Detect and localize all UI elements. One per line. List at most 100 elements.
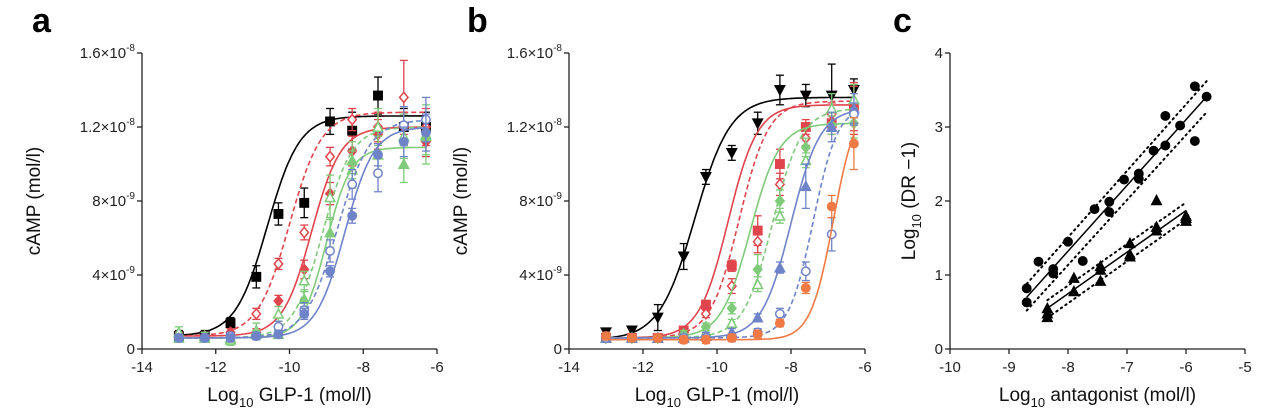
- data-point: [251, 271, 262, 282]
- data-point: [848, 138, 859, 149]
- y-tick-exp: -8: [553, 43, 562, 54]
- data-point: [1063, 236, 1073, 247]
- y-tick-exp: -9: [126, 191, 135, 202]
- x-axis-label-main: Log: [999, 385, 1031, 406]
- data-point: [1041, 310, 1054, 323]
- data-point: [1119, 174, 1130, 185]
- y-tick-times: ×10: [528, 193, 553, 210]
- data-point: [1180, 214, 1192, 226]
- data-point: [1104, 207, 1115, 218]
- x-axis-label-main: Log: [207, 385, 239, 406]
- y-tick-label: 2: [935, 193, 943, 210]
- data-point: [273, 294, 284, 308]
- series-antagonist-7: [601, 117, 859, 345]
- x-tick-label: -8: [784, 359, 797, 376]
- y-tick-label: 4×10-9: [92, 265, 135, 284]
- x-axis-label-rest: antagonist (mol/l): [1045, 385, 1196, 406]
- data-point: [725, 147, 738, 160]
- y-tick-mantissa: 4: [519, 267, 527, 284]
- fit-curve: [178, 115, 426, 336]
- data-point: [299, 226, 310, 239]
- data-point: [298, 274, 311, 286]
- data-point: [799, 90, 812, 102]
- y-tick-label: 0: [935, 341, 943, 358]
- fit-curve: [606, 112, 855, 339]
- data-point: [1175, 120, 1186, 131]
- data-point: [1067, 284, 1080, 297]
- data-point: [800, 266, 811, 277]
- y-tick-exp: -9: [553, 265, 562, 276]
- confidence-band-lower: [1025, 111, 1208, 312]
- x-axis-label-main: Log: [635, 385, 667, 406]
- data-point: [700, 307, 712, 321]
- data-point: [826, 201, 837, 212]
- data-point: [347, 210, 358, 221]
- data-point: [1189, 136, 1200, 147]
- y-tick-label: 1.6×10-8: [80, 43, 136, 62]
- x-axis-label-rest: GLP-1 (mol/l): [253, 385, 371, 406]
- x-tick-label: -6: [430, 359, 443, 376]
- y-tick-label: 4×10-9: [519, 265, 562, 284]
- y-tick-label: 1.2×10-8: [80, 117, 136, 136]
- x-tick-label: -7: [1120, 359, 1133, 376]
- data-point: [273, 257, 284, 271]
- data-point: [1094, 274, 1107, 286]
- x-tick-label: -8: [357, 359, 370, 376]
- y-axis-label: Log10 (DR −1): [899, 142, 924, 261]
- data-point: [1150, 224, 1163, 236]
- data-point: [773, 209, 786, 221]
- data-point: [1160, 140, 1171, 151]
- data-point: [225, 318, 236, 329]
- data-point: [800, 283, 811, 293]
- data-point: [726, 260, 737, 271]
- fit-curve: [178, 127, 426, 339]
- data-point: [625, 325, 638, 337]
- x-tick-label: -8: [1061, 359, 1074, 376]
- data-point: [1124, 236, 1136, 249]
- data-point: [774, 178, 786, 191]
- y-tick-exp: -8: [553, 117, 562, 128]
- data-point: [299, 308, 310, 319]
- series-antagonist-5: [173, 96, 431, 343]
- data-point: [347, 113, 358, 126]
- data-point: [726, 302, 737, 315]
- x-axis-label: Log10 GLP-1 (mol/l): [635, 385, 799, 410]
- data-point: [324, 226, 337, 238]
- data-point: [1133, 173, 1144, 184]
- data-point: [1189, 81, 1200, 92]
- y-axis-label-main: Log: [899, 229, 920, 261]
- data-point: [626, 332, 637, 343]
- fit-curve: [178, 126, 426, 337]
- x-tick-label: -10: [279, 359, 301, 376]
- confidence-band-lower: [1046, 218, 1187, 319]
- data-point: [1067, 271, 1080, 283]
- fit-curve: [178, 111, 426, 337]
- series-antagonist-6: [173, 113, 431, 343]
- data-point: [677, 251, 690, 263]
- y-tick-mantissa: 4: [92, 267, 100, 284]
- data-point: [324, 190, 337, 203]
- data-point: [601, 331, 611, 341]
- y-axis-label-sub: 10: [909, 214, 924, 228]
- data-point: [773, 85, 786, 97]
- data-point: [1021, 297, 1032, 308]
- y-tick-mantissa: 8: [519, 193, 527, 210]
- data-point: [799, 179, 812, 192]
- panel-label-a: a: [32, 2, 52, 40]
- data-point: [1089, 204, 1100, 215]
- data-point: [1160, 110, 1171, 121]
- data-point: [800, 141, 811, 154]
- data-point: [700, 299, 711, 310]
- x-tick-label: -6: [1179, 359, 1192, 376]
- data-point: [1124, 250, 1136, 262]
- x-tick-label: -10: [706, 359, 728, 376]
- data-point: [848, 109, 859, 120]
- y-axis-label: cAMP (mol/l): [24, 147, 45, 255]
- data-point: [346, 153, 359, 166]
- data-point: [325, 116, 336, 127]
- data-point: [1033, 256, 1044, 267]
- y-tick-mantissa: 0: [554, 341, 562, 358]
- y-tick-label: 1.2×10-8: [507, 117, 563, 136]
